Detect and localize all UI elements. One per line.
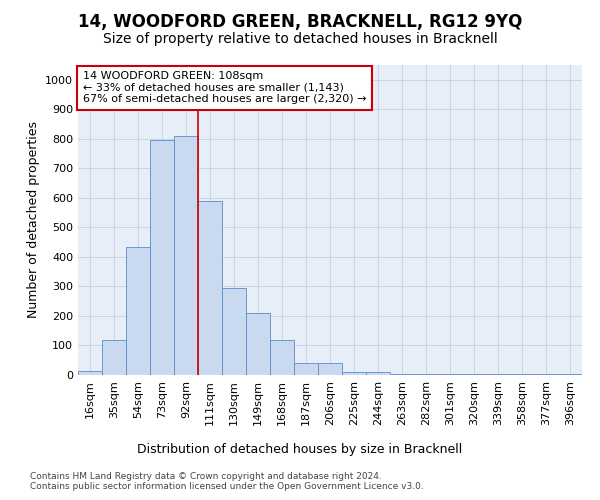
Bar [78, 370, 102, 375]
Bar [174, 136, 198, 375]
Bar [534, 374, 558, 375]
Bar [126, 246, 150, 375]
Bar [222, 288, 246, 375]
Bar [102, 340, 126, 375]
Bar [198, 201, 222, 375]
Text: Size of property relative to detached houses in Bracknell: Size of property relative to detached ho… [103, 32, 497, 46]
Bar [558, 374, 582, 375]
Bar [150, 140, 174, 375]
Text: Contains public sector information licensed under the Open Government Licence v3: Contains public sector information licen… [30, 482, 424, 491]
Text: Distribution of detached houses by size in Bracknell: Distribution of detached houses by size … [137, 442, 463, 456]
Bar [462, 374, 486, 375]
Bar [246, 313, 270, 375]
Bar [414, 374, 438, 375]
Bar [486, 374, 510, 375]
Bar [294, 363, 318, 375]
Text: 14 WOODFORD GREEN: 108sqm
← 33% of detached houses are smaller (1,143)
67% of se: 14 WOODFORD GREEN: 108sqm ← 33% of detac… [83, 71, 367, 104]
Text: 14, WOODFORD GREEN, BRACKNELL, RG12 9YQ: 14, WOODFORD GREEN, BRACKNELL, RG12 9YQ [78, 12, 522, 30]
Bar [390, 374, 414, 375]
Bar [342, 372, 366, 375]
Text: Contains HM Land Registry data © Crown copyright and database right 2024.: Contains HM Land Registry data © Crown c… [30, 472, 382, 481]
Bar [438, 374, 462, 375]
Bar [270, 340, 294, 375]
Bar [510, 374, 534, 375]
Y-axis label: Number of detached properties: Number of detached properties [26, 122, 40, 318]
Bar [318, 363, 342, 375]
Bar [366, 372, 390, 375]
